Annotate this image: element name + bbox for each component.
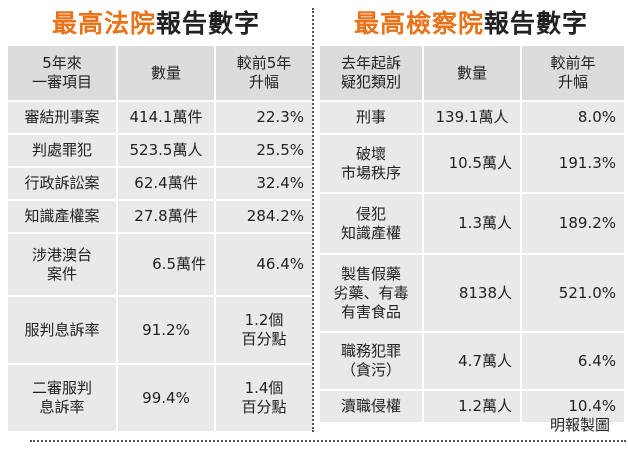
table-row: 行政訴訟案 62.4萬件 32.4% [8, 168, 312, 199]
row-count: 6.5萬件 [118, 234, 214, 295]
row-item: 二審服判 息訴率 [8, 365, 116, 431]
row-item: 服判息訴率 [8, 297, 116, 363]
row-item: 判處罪犯 [8, 135, 116, 166]
table-row: 破壞 市場秩序 10.5萬人 191.3% [320, 135, 624, 192]
row-count: 1.3萬人 [424, 194, 520, 253]
court-header-item: 5年來 一審項目 [8, 46, 116, 100]
court-title-rest: 報告數字 [156, 9, 261, 38]
row-change: 8.0% [522, 102, 624, 133]
procuratorate-table: 去年起訴 疑犯類別 數量 較前年 升幅 刑事 139.1萬人 8.0% 破壞 市… [318, 44, 626, 424]
row-item: 瀆職侵權 [320, 391, 422, 422]
credit-label: 明報製圖 [549, 416, 610, 434]
row-change: 189.2% [522, 194, 624, 253]
court-header-row: 5年來 一審項目 數量 較前5年 升幅 [8, 46, 312, 100]
procuratorate-title-rest: 報告數字 [484, 9, 589, 38]
row-count: 414.1萬件 [118, 102, 214, 133]
table-row: 服判息訴率 91.2% 1.2個 百分點 [8, 297, 312, 363]
court-header-count: 數量 [118, 46, 214, 100]
row-change: 1.2個 百分點 [216, 297, 312, 363]
row-change: 191.3% [522, 135, 624, 192]
procuratorate-header-row: 去年起訴 疑犯類別 數量 較前年 升幅 [320, 46, 624, 100]
row-item: 破壞 市場秩序 [320, 135, 422, 192]
row-change: 32.4% [216, 168, 312, 199]
court-table: 5年來 一審項目 數量 較前5年 升幅 審結刑事案 414.1萬件 22.3% … [6, 44, 314, 433]
row-count: 139.1萬人 [424, 102, 520, 133]
table-row: 職務犯罪 （貪污） 4.7萬人 6.4% [320, 333, 624, 389]
row-count: 10.5萬人 [424, 135, 520, 192]
row-change: 284.2% [216, 201, 312, 232]
table-row: 侵犯 知識產權 1.3萬人 189.2% [320, 194, 624, 253]
row-count: 62.4萬件 [118, 168, 214, 199]
row-item: 製售假藥 劣藥、有毒 有害食品 [320, 255, 422, 331]
row-count: 4.7萬人 [424, 333, 520, 389]
row-change: 22.3% [216, 102, 312, 133]
table-row: 判處罪犯 523.5萬人 25.5% [8, 135, 312, 166]
table-row: 知識產權案 27.8萬件 284.2% [8, 201, 312, 232]
court-header-change: 較前5年 升幅 [216, 46, 312, 100]
row-item: 刑事 [320, 102, 422, 133]
row-count: 27.8萬件 [118, 201, 214, 232]
row-change: 25.5% [216, 135, 312, 166]
row-change: 521.0% [522, 255, 624, 331]
row-change: 1.4個 百分點 [216, 365, 312, 431]
table-row: 刑事 139.1萬人 8.0% [320, 102, 624, 133]
row-count: 91.2% [118, 297, 214, 363]
procuratorate-header-item: 去年起訴 疑犯類別 [320, 46, 422, 100]
procuratorate-header-change: 較前年 升幅 [522, 46, 624, 100]
procuratorate-header-count: 數量 [424, 46, 520, 100]
row-item: 行政訴訟案 [8, 168, 116, 199]
row-count: 8138人 [424, 255, 520, 331]
row-item: 職務犯罪 （貪污） [320, 333, 422, 389]
row-item: 侵犯 知識產權 [320, 194, 422, 253]
row-count: 99.4% [118, 365, 214, 431]
bottom-divider [30, 440, 626, 442]
row-count: 523.5萬人 [118, 135, 214, 166]
row-item: 知識產權案 [8, 201, 116, 232]
court-panel: 最高法院 報告數字 5年來 一審項目 數量 較前5年 升幅 審結刑事案 414.1… [6, 0, 312, 433]
row-item: 涉港澳台 案件 [8, 234, 116, 295]
table-row: 涉港澳台 案件 6.5萬件 46.4% [8, 234, 312, 295]
procuratorate-panel: 最高檢察院 報告數字 去年起訴 疑犯類別 數量 較前年 升幅 刑事 139.1萬人… [318, 0, 624, 424]
table-row: 瀆職侵權 1.2萬人 10.4% [320, 391, 624, 422]
table-row: 二審服判 息訴率 99.4% 1.4個 百分點 [8, 365, 312, 431]
panel-divider [312, 8, 314, 432]
row-count: 1.2萬人 [424, 391, 520, 422]
procuratorate-title-highlight: 最高檢察院 [353, 9, 484, 38]
row-change: 6.4% [522, 333, 624, 389]
row-change: 46.4% [216, 234, 312, 295]
table-row: 審結刑事案 414.1萬件 22.3% [8, 102, 312, 133]
row-item: 審結刑事案 [8, 102, 116, 133]
row-change: 10.4% [522, 391, 624, 422]
table-row: 製售假藥 劣藥、有毒 有害食品 8138人 521.0% [320, 255, 624, 331]
procuratorate-title: 最高檢察院 報告數字 [318, 0, 624, 44]
court-title-highlight: 最高法院 [51, 9, 156, 38]
court-title: 最高法院 報告數字 [6, 0, 306, 44]
